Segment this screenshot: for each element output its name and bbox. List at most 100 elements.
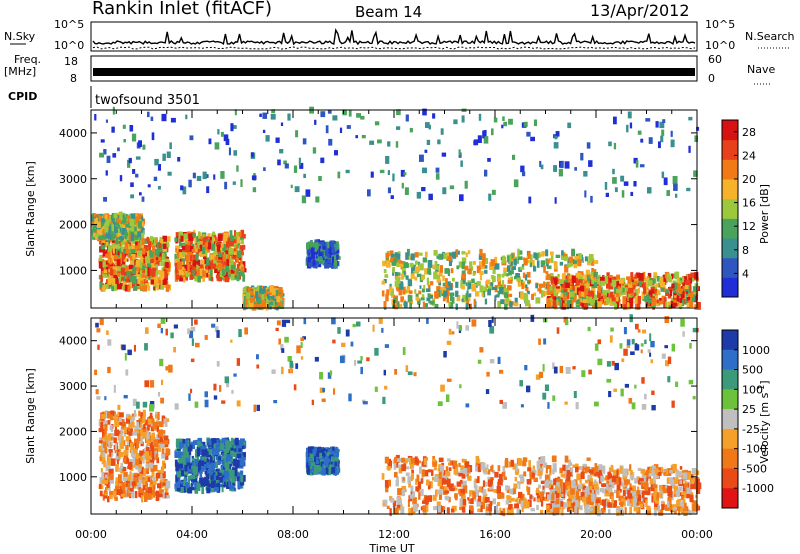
echo-cell xyxy=(174,237,178,242)
echo-cell xyxy=(157,256,162,261)
echo-cell xyxy=(505,296,510,303)
echo-cell xyxy=(152,421,157,430)
echo-cell xyxy=(671,273,674,280)
echo-cell xyxy=(240,256,243,264)
echo-cell xyxy=(272,300,275,307)
echo-cell xyxy=(223,258,227,266)
echo-cell xyxy=(155,261,160,266)
echo-cell xyxy=(222,459,225,467)
echo-cell xyxy=(561,289,565,297)
echo-cell xyxy=(516,277,522,282)
echo-cell xyxy=(653,290,658,296)
echo-cell xyxy=(200,456,203,461)
echo-cell xyxy=(580,282,585,287)
echo-cell xyxy=(510,254,514,258)
echo-cell xyxy=(648,299,653,304)
echo-cell xyxy=(174,262,179,267)
echo-cell xyxy=(210,472,215,481)
echo-cell xyxy=(250,290,254,296)
echo-cell xyxy=(236,274,240,282)
echo-cell xyxy=(517,282,521,287)
echo-cell xyxy=(102,479,108,485)
echo-cell xyxy=(694,272,699,280)
echo-cell xyxy=(220,484,224,488)
echo-cell xyxy=(591,268,595,275)
echo-cell xyxy=(209,456,214,465)
echo-cell xyxy=(151,470,155,479)
echo-cell xyxy=(162,460,166,466)
echo-cell xyxy=(124,275,128,279)
echo-cell xyxy=(584,293,587,298)
echo-cell xyxy=(536,260,540,268)
echo-cell xyxy=(603,297,609,304)
echo-cell xyxy=(183,478,186,484)
echo-cell xyxy=(513,258,517,266)
echo-cell xyxy=(464,265,469,271)
echo-cell xyxy=(130,259,135,265)
echo-cell xyxy=(165,440,169,445)
echo-cell xyxy=(409,127,413,133)
echo-cell xyxy=(306,242,310,250)
echo-cell xyxy=(572,295,577,303)
echo-cell xyxy=(432,264,436,269)
echo-cell xyxy=(120,246,125,252)
echo-cell xyxy=(216,460,222,465)
echo-cell xyxy=(110,458,116,466)
echo-cell xyxy=(233,150,238,156)
echo-cell xyxy=(189,246,194,251)
echo-cell xyxy=(399,282,404,290)
echo-cell xyxy=(532,259,535,266)
echo-cell xyxy=(669,275,672,283)
echo-cell xyxy=(192,254,198,262)
echo-cell xyxy=(614,303,617,310)
echo-cell xyxy=(686,274,690,279)
echo-cell xyxy=(519,266,525,270)
echo-cell xyxy=(461,298,464,302)
echo-cell xyxy=(218,442,222,448)
echo-cell xyxy=(226,259,230,267)
echo-cell xyxy=(265,299,269,307)
echo-cell xyxy=(114,496,118,501)
echo-cell xyxy=(149,412,153,419)
echo-cell xyxy=(142,270,145,276)
echo-cell xyxy=(112,222,117,228)
echo-cell xyxy=(170,117,176,123)
echo-cell xyxy=(267,294,270,299)
echo-cell xyxy=(459,194,464,202)
echo-cell xyxy=(136,242,141,250)
echo-cell xyxy=(472,261,476,265)
echo-cell xyxy=(163,479,168,484)
echo-cell xyxy=(143,424,146,430)
echo-cell xyxy=(334,245,337,252)
echo-cell xyxy=(144,277,147,282)
echo-cell xyxy=(648,280,653,287)
echo-cell xyxy=(175,232,179,239)
echo-cell xyxy=(311,252,315,256)
echo-cell xyxy=(184,265,188,271)
echo-cell xyxy=(226,454,232,462)
echo-cell xyxy=(224,276,230,283)
echo-cell xyxy=(166,418,170,422)
echo-cell xyxy=(100,274,103,283)
echo-cell xyxy=(136,225,141,233)
echo-cell xyxy=(98,261,103,269)
echo-cell xyxy=(465,303,469,310)
echo-cell xyxy=(205,251,208,257)
echo-cell xyxy=(606,272,610,279)
echo-cell xyxy=(444,284,449,288)
echo-cell xyxy=(547,288,552,295)
echo-cell xyxy=(444,268,450,274)
echo-cell xyxy=(176,251,179,259)
echo-cell xyxy=(511,257,515,264)
echo-cell xyxy=(131,481,136,487)
echo-cell xyxy=(329,251,333,259)
echo-cell xyxy=(123,427,129,433)
echo-cell xyxy=(579,271,584,276)
echo-cell xyxy=(484,269,488,274)
echo-cell xyxy=(124,267,129,273)
echo-cell xyxy=(102,261,106,268)
echo-cell xyxy=(634,277,639,284)
echo-cell xyxy=(461,270,466,277)
echo-cell xyxy=(158,186,161,190)
echo-cell xyxy=(689,299,694,307)
